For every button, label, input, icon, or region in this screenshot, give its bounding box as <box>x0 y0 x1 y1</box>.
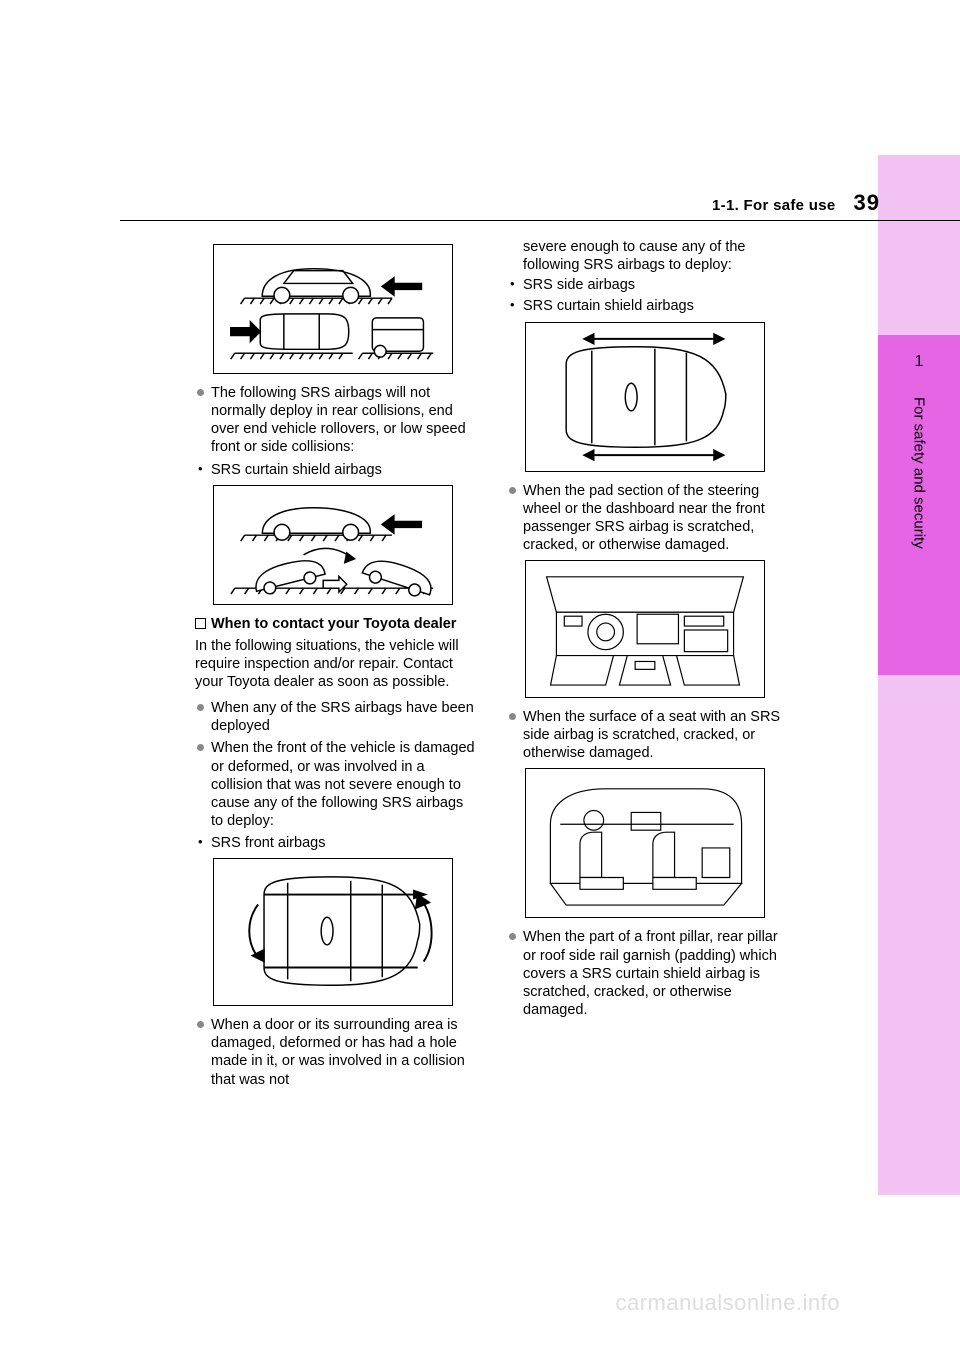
watermark: carmanualsonline.info <box>615 1290 840 1316</box>
side-tab-active: 1 For safety and security <box>878 335 960 675</box>
bullet-text: When any of the SRS airbags have been de… <box>195 699 479 735</box>
figure-rear-collision-icon <box>213 244 453 374</box>
left-column: The following SRS airbags will not norma… <box>195 238 479 1093</box>
bullet-text: When the pad section of the steering whe… <box>507 482 791 555</box>
paragraph: In the following situations, the vehicle… <box>195 637 479 691</box>
section-title: 1-1. For safe use <box>712 197 835 214</box>
figure-front-damage-icon <box>213 858 453 1006</box>
content-columns: The following SRS airbags will not norma… <box>195 238 795 1093</box>
bullet-text: When a door or its surrounding area is d… <box>195 1016 479 1089</box>
chapter-number: 1 <box>915 353 924 371</box>
figure-side-damage-icon <box>525 322 765 472</box>
bullet-text: When the front of the vehicle is damaged… <box>195 739 479 830</box>
figure-dashboard-icon <box>525 560 765 698</box>
bullet-text: When the surface of a seat with an SRS s… <box>507 708 791 762</box>
subbullet-text: SRS curtain shield airbags <box>195 461 479 479</box>
side-tab-background <box>878 155 960 1195</box>
figure-seat-interior-icon <box>525 768 765 918</box>
bullet-text: The following SRS airbags will not norma… <box>195 384 479 457</box>
header-rule <box>120 220 960 221</box>
right-column: severe enough to cause any of the follow… <box>507 238 791 1093</box>
figure-rollover-icon <box>213 485 453 605</box>
page: 1 For safety and security 1-1. For safe … <box>0 0 960 1358</box>
page-number: 39 <box>854 190 880 216</box>
subbullet-text: SRS front airbags <box>195 834 479 852</box>
bullet-text: When the part of a front pillar, rear pi… <box>507 928 791 1019</box>
chapter-label: For safety and security <box>911 397 928 549</box>
section-heading: When to contact your Toyota dealer <box>195 615 479 633</box>
continuation-text: severe enough to cause any of the follow… <box>507 238 791 274</box>
subbullet-text: SRS curtain shield airbags <box>507 297 791 315</box>
subbullet-text: SRS side airbags <box>507 276 791 294</box>
page-header: 1-1. For safe use 39 <box>120 190 880 216</box>
